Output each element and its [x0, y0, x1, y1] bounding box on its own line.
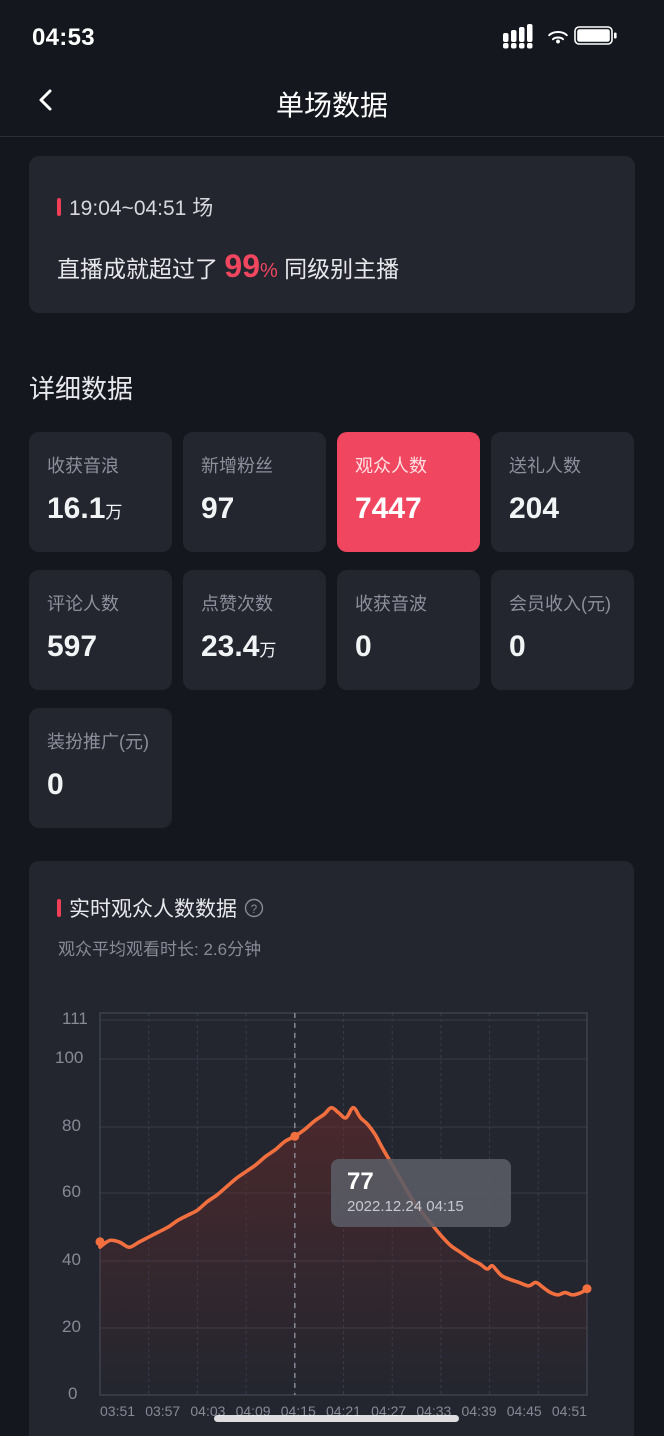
svg-text:?: ? — [251, 904, 257, 916]
